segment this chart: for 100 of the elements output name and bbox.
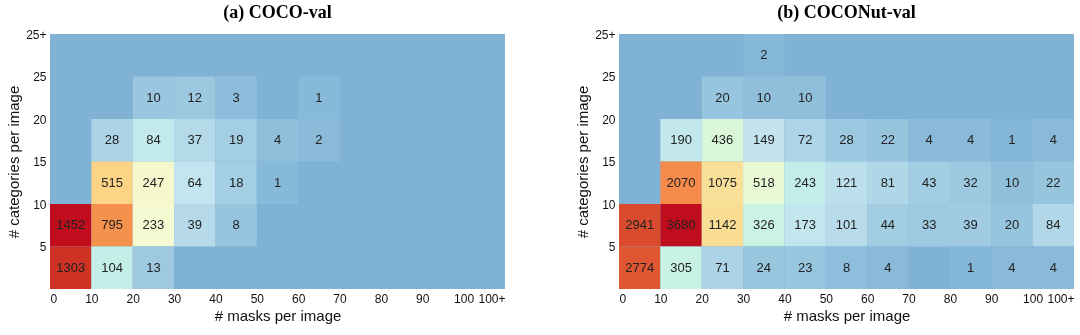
data-label: 1 [966, 259, 975, 275]
data-label: 10 [797, 89, 813, 105]
data-label: 247 [142, 174, 165, 190]
data-label: 2774 [625, 259, 655, 275]
y-tick-label: 5 [39, 240, 47, 254]
y-tick-label: 25+ [595, 27, 616, 42]
y-tick-label: 25+ [26, 27, 47, 42]
data-label: 1 [273, 174, 282, 190]
data-label: 1 [1008, 132, 1016, 148]
data-label: 64 [187, 174, 203, 190]
x-tick-label: 90 [985, 291, 999, 306]
data-label: 4 [966, 132, 975, 148]
data-label: 243 [794, 174, 816, 190]
x-tick-label: 50 [819, 291, 834, 306]
data-label: 12 [187, 89, 203, 105]
data-label: 104 [101, 259, 123, 275]
x-tick-label: 30 [736, 291, 751, 306]
y-tick-label: 15 [602, 155, 616, 169]
x-tick-label: 40 [778, 291, 792, 306]
x-tick-label: 10 [85, 291, 99, 306]
data-label: 10 [756, 89, 772, 105]
data-label: 4 [884, 259, 892, 275]
data-label: 19 [228, 132, 244, 148]
chart-title: (b) COCONut-val [777, 2, 916, 23]
data-label: 326 [752, 217, 775, 233]
chart-title: (a) COCO-val [223, 2, 332, 23]
data-label: 190 [670, 132, 692, 148]
data-label: 84 [1046, 217, 1061, 233]
data-label: 8 [842, 259, 851, 275]
data-label: 4 [273, 132, 282, 148]
y-tick-label: 20 [33, 112, 47, 127]
data-label: 28 [839, 132, 854, 148]
data-label: 20 [1004, 217, 1020, 233]
data-label: 101 [835, 217, 858, 233]
data-label: 33 [921, 217, 937, 233]
data-label: 1452 [56, 217, 86, 233]
data-label: 10 [146, 89, 161, 105]
x-tick-label: 50 [250, 291, 265, 306]
data-label: 10 [1004, 174, 1020, 190]
x-tick-label: 0 [619, 291, 627, 306]
data-label: 8 [232, 217, 240, 233]
data-label: 23 [797, 259, 813, 275]
data-label: 121 [835, 174, 858, 190]
data-label: 1 [315, 89, 323, 105]
data-label: 4 [1008, 259, 1016, 275]
data-label: 81 [880, 174, 896, 190]
data-label: 4 [1049, 259, 1057, 275]
data-label: 3680 [666, 217, 696, 233]
x-tick-label: 100 [1023, 291, 1044, 306]
data-label: 2 [315, 132, 323, 148]
data-label: 28 [104, 132, 120, 148]
data-label: 149 [752, 132, 775, 148]
data-label: 4 [1049, 132, 1057, 148]
data-label: 84 [146, 132, 161, 148]
x-tick-label: 30 [167, 291, 182, 306]
data-label: 233 [142, 217, 165, 233]
y-tick-label: 25 [33, 70, 47, 84]
x-tick-label: 80 [374, 291, 389, 306]
data-label: 518 [752, 174, 775, 190]
data-label: 2941 [625, 217, 655, 233]
x-tick-label: 80 [943, 291, 958, 306]
data-label: 173 [794, 217, 816, 233]
y-tick-label: 20 [602, 112, 616, 127]
x-tick-label: 100+ [1047, 291, 1075, 306]
data-label: 20 [715, 89, 730, 105]
data-label: 71 [715, 259, 730, 275]
data-label: 2070 [666, 174, 696, 190]
data-label: 1303 [56, 259, 86, 275]
x-tick-label: 20 [126, 291, 141, 306]
x-tick-label: 100 [454, 291, 475, 306]
data-label: 1075 [707, 174, 737, 190]
data-label: 4 [925, 132, 933, 148]
x-tick-label: 90 [416, 291, 430, 306]
y-tick-label: 15 [33, 155, 47, 169]
data-label: 1142 [708, 217, 737, 233]
data-label: 37 [187, 132, 203, 148]
y-tick-label: 25 [602, 70, 616, 84]
data-label: 44 [880, 217, 896, 233]
data-label: 39 [963, 217, 978, 233]
x-tick-label: 0 [50, 291, 58, 306]
x-tick-label: 70 [333, 291, 348, 306]
x-tick-label: 60 [861, 291, 875, 306]
data-label: 2 [760, 47, 768, 63]
x-tick-label: 10 [654, 291, 668, 306]
data-label: 24 [756, 259, 772, 275]
y-tick-label: 10 [602, 197, 616, 212]
data-label: 22 [880, 132, 896, 148]
data-label: 72 [797, 132, 813, 148]
x-tick-label: 40 [209, 291, 223, 306]
data-label: 515 [101, 174, 123, 190]
data-label: 3 [232, 89, 240, 105]
data-label: 13 [146, 259, 161, 275]
data-label: 22 [1046, 174, 1061, 190]
data-label: 795 [101, 217, 123, 233]
y-axis-title: # categories per image [5, 85, 23, 239]
data-label: 305 [670, 259, 692, 275]
data-label: 39 [187, 217, 203, 233]
y-tick-label: 10 [33, 197, 47, 212]
data-label: 32 [963, 174, 978, 190]
y-tick-label: 5 [608, 240, 616, 254]
